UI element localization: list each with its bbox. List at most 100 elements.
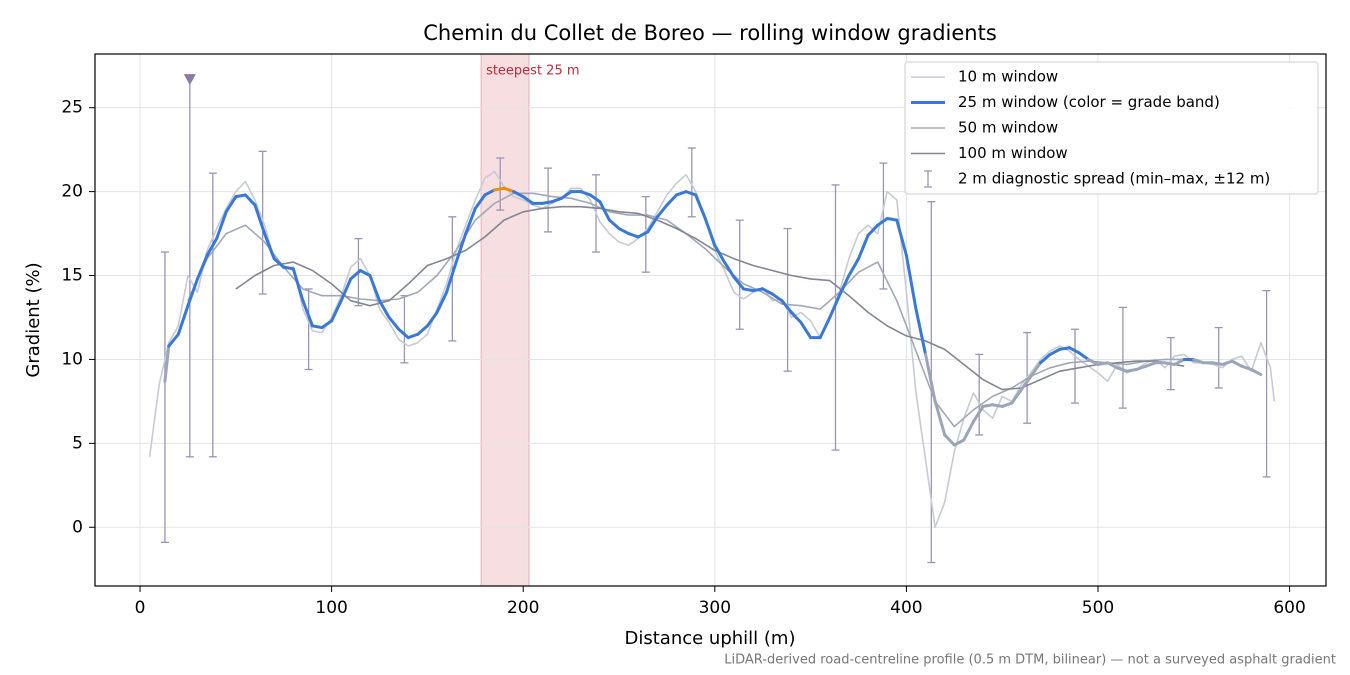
y-tick-label: 20 [61, 182, 83, 202]
line-segment [397, 327, 410, 340]
line-segment [540, 200, 554, 205]
line-segment [483, 188, 496, 197]
line-segment [1173, 357, 1186, 366]
line-segment [607, 218, 621, 231]
plot-frame [94, 53, 1327, 587]
line-segment [492, 186, 506, 192]
line-segment [215, 210, 228, 241]
line-segment [694, 193, 707, 220]
line-segment [167, 332, 180, 348]
line-segment [1086, 357, 1100, 366]
line-segment [981, 403, 995, 408]
line-segment [550, 196, 564, 204]
marker [183, 74, 196, 86]
line-segment [406, 332, 420, 340]
line-segment [598, 200, 611, 222]
line-segment [224, 195, 238, 214]
line-segment [1000, 401, 1014, 408]
line-segment [1039, 352, 1052, 365]
line-segment [761, 287, 774, 296]
line-segment [387, 315, 401, 331]
x-tick-label: 200 [507, 598, 539, 618]
series-line [148, 170, 1276, 529]
line-segment [789, 310, 803, 325]
line-segment [454, 232, 468, 264]
line-segment [1230, 359, 1244, 368]
y-tick-label: 15 [61, 266, 83, 286]
line-segment [1125, 368, 1138, 373]
footnote: LiDAR-derived road-centreline profile (0… [724, 653, 1336, 668]
line-segment [301, 299, 314, 328]
line-segment [751, 287, 765, 293]
line-segment [349, 268, 362, 281]
line-segment [435, 290, 449, 314]
line-segment [885, 216, 899, 222]
line-segment [1211, 361, 1225, 366]
legend-label: 50 m window [958, 119, 1058, 137]
line-segment [272, 257, 286, 269]
line-segment [1019, 374, 1033, 392]
line-segment [253, 203, 267, 236]
x-tick-label: 300 [699, 598, 731, 618]
line-segment [952, 438, 966, 447]
y-axis-label: Gradient (%) [23, 262, 44, 377]
y-tick-label: 5 [72, 433, 83, 453]
line-segment [780, 299, 793, 314]
line-segment [857, 233, 870, 261]
line-segment [378, 299, 391, 319]
line-segment [1077, 351, 1090, 361]
line-segment [895, 218, 908, 257]
highlight-span [480, 54, 530, 586]
line-segment [933, 399, 947, 437]
line-segment [473, 193, 487, 210]
line-segment [866, 223, 880, 237]
line-segment [282, 265, 295, 271]
line-segment [713, 243, 726, 264]
y-tick-label: 25 [61, 98, 83, 118]
line-segment [196, 253, 209, 281]
line-segment [627, 232, 640, 239]
line-segment [502, 186, 516, 194]
line-segment [588, 193, 602, 204]
line-segment [1029, 361, 1043, 378]
line-segment [425, 310, 439, 328]
line-segment [1134, 364, 1148, 372]
line-segment [799, 321, 813, 340]
x-tick-label: 100 [315, 598, 347, 618]
line-segment [560, 190, 573, 200]
line-segment [579, 190, 592, 197]
line-segment [512, 190, 525, 199]
line-segment [828, 294, 841, 319]
series-line [235, 205, 1185, 391]
line-segment [464, 206, 477, 236]
line-segment [1096, 361, 1110, 366]
legend-label: 10 m window [958, 68, 1058, 86]
y-tick-label: 0 [72, 517, 83, 537]
line-segment [1115, 366, 1129, 373]
line-segment [1144, 361, 1157, 368]
line-segment [320, 319, 334, 330]
x-tick-label: 0 [135, 598, 146, 618]
line-segment [445, 260, 458, 294]
line-segment [330, 299, 343, 323]
legend-label: 100 m window [958, 144, 1068, 162]
line-segment [1106, 361, 1119, 370]
plot [95, 54, 1326, 586]
line-segment [636, 230, 650, 239]
line-segment [1058, 346, 1071, 351]
legend-box [904, 61, 1319, 195]
line-segment [263, 232, 276, 261]
line-segment [722, 260, 736, 279]
line-segment [876, 216, 889, 227]
line-segment [1240, 364, 1253, 372]
y-tick-label: 10 [61, 349, 83, 369]
x-tick-label: 600 [1273, 598, 1305, 618]
line-segment [991, 403, 1004, 408]
line-segment [837, 274, 851, 298]
line-segment [1163, 361, 1177, 366]
x-tick-label: 500 [1082, 598, 1114, 618]
line-segment [358, 268, 372, 278]
x-tick-label: 400 [890, 598, 922, 618]
line-segment [243, 193, 257, 207]
line-segment [770, 292, 784, 303]
